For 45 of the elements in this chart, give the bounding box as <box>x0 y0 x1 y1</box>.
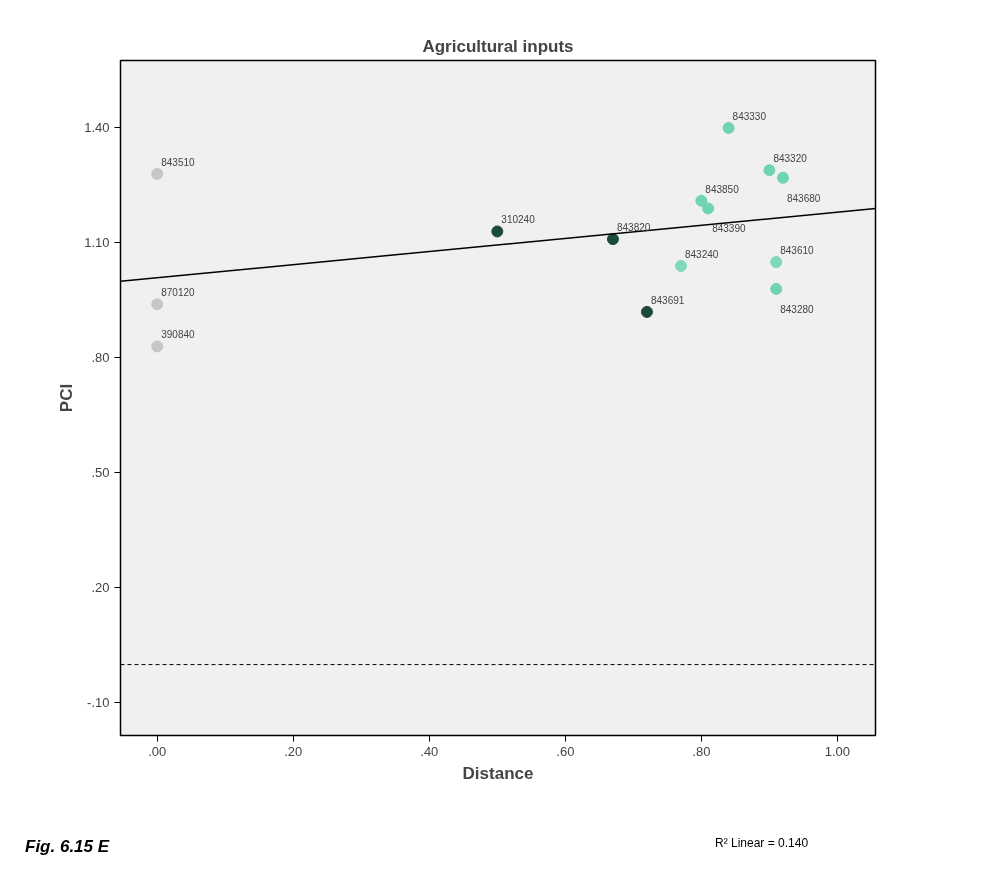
y-tick-label: -.10 <box>87 695 110 711</box>
x-axis-title: Distance <box>462 763 534 783</box>
annotation: 390840 <box>161 329 196 341</box>
point <box>702 202 715 215</box>
point <box>151 167 164 180</box>
annotation: 843680 <box>787 192 821 204</box>
x-tick-label: .20 <box>284 743 303 759</box>
y-tick-label: .50 <box>91 465 110 481</box>
point <box>606 233 619 246</box>
point <box>722 121 735 134</box>
annotation: 843280 <box>780 303 814 315</box>
annotation: 843691 <box>650 294 685 306</box>
point <box>640 305 653 318</box>
x-tick-label: .00 <box>148 743 167 759</box>
annotation: 843390 <box>712 223 746 235</box>
text: R² Linear = 0.140 <box>715 835 809 852</box>
annotation: 843850 <box>705 183 740 195</box>
x-tick-label: 1.00 <box>824 743 851 759</box>
point <box>674 259 687 272</box>
point <box>763 164 776 177</box>
y-tick-label: .80 <box>91 350 110 366</box>
y-tick-label: 1.10 <box>84 235 110 251</box>
annotation: 843330 <box>732 110 767 122</box>
annotation: 870120 <box>161 287 196 299</box>
point <box>770 256 783 269</box>
y-axis-title: PCI <box>57 383 77 413</box>
annotation: 843320 <box>773 153 808 165</box>
annotation: 843240 <box>684 248 719 260</box>
x-tick-label: .40 <box>420 743 439 759</box>
x-tick-label: .80 <box>692 743 711 759</box>
point <box>491 225 504 238</box>
point <box>777 171 789 184</box>
chart-title: Agricultural inputs <box>422 36 574 56</box>
caption: Fig. 6.15 E <box>25 836 110 858</box>
point <box>695 194 708 207</box>
annotation: 843820 <box>616 222 651 234</box>
x-tick-label: .60 <box>556 743 575 759</box>
y-tick-label: .20 <box>91 580 110 596</box>
point <box>151 340 164 353</box>
annotation: 310240 <box>501 214 536 226</box>
annotation: 843510 <box>161 156 196 168</box>
annotation: 843610 <box>780 245 814 257</box>
point <box>151 298 164 311</box>
point <box>770 282 783 295</box>
y-tick-label: 1.40 <box>84 120 110 136</box>
